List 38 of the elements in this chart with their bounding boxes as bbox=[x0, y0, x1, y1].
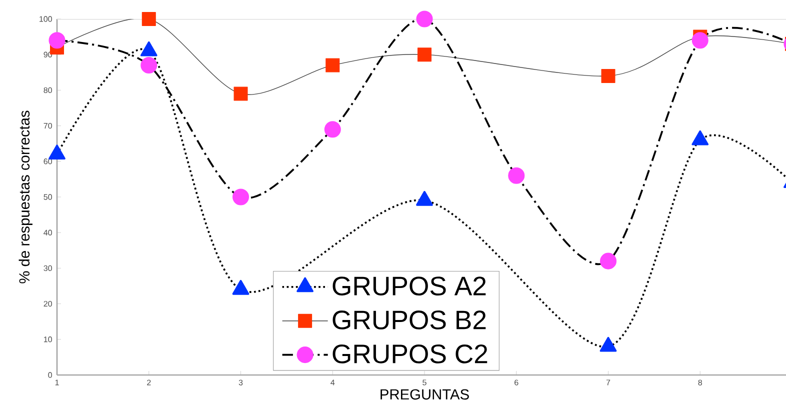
x-tick-label: 6 bbox=[514, 380, 518, 386]
point bbox=[508, 167, 525, 184]
point bbox=[600, 336, 617, 352]
x-tick-label: 7 bbox=[606, 380, 610, 386]
point bbox=[48, 144, 66, 160]
y-tick-label: 40 bbox=[44, 230, 52, 236]
point bbox=[692, 32, 708, 49]
y-tick-label: 50 bbox=[44, 194, 52, 200]
point bbox=[416, 10, 433, 28]
x-tick-label: 5 bbox=[422, 380, 426, 386]
y-tick-label: 10 bbox=[44, 336, 52, 342]
y-tick-label: 20 bbox=[44, 300, 52, 307]
y-tick-label: 100 bbox=[40, 16, 52, 22]
legend-label: GRUPOS B2 bbox=[332, 310, 486, 330]
point bbox=[324, 121, 341, 138]
legend-label: GRUPOS C2 bbox=[332, 344, 488, 364]
x-axis-title: PREGUNTAS bbox=[380, 389, 469, 400]
point bbox=[601, 68, 616, 83]
point bbox=[416, 190, 433, 206]
x-tick-label: 3 bbox=[238, 380, 243, 386]
point bbox=[232, 188, 250, 206]
y-tick-label: 0 bbox=[48, 372, 52, 378]
y-axis-title: % de respuestas correctas bbox=[18, 110, 32, 284]
x-tick-label: 8 bbox=[698, 380, 702, 386]
legend-label: GRUPOS A2 bbox=[332, 276, 486, 296]
point bbox=[326, 58, 340, 72]
x-tick-label: 4 bbox=[330, 380, 335, 386]
x-tick-label: 1 bbox=[55, 380, 59, 386]
point bbox=[142, 12, 156, 26]
point bbox=[232, 280, 250, 295]
x-tick-label: 2 bbox=[147, 380, 151, 386]
point bbox=[417, 48, 432, 62]
point bbox=[140, 57, 158, 74]
point bbox=[48, 32, 66, 49]
point bbox=[234, 86, 248, 101]
y-tick-label: 30 bbox=[44, 265, 52, 272]
y-tick-label: 80 bbox=[44, 87, 52, 94]
y-tick-label: 70 bbox=[44, 122, 52, 129]
